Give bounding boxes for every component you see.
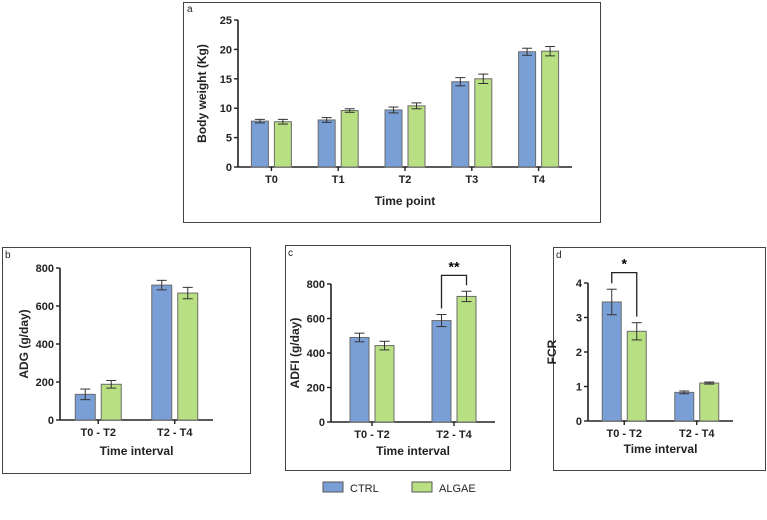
panel-c: c 0 200 400 600 800 T0 - T2 T2 - T4 Time interva… bbox=[285, 245, 511, 471]
bar-ctrl-0 bbox=[349, 336, 370, 423]
y-tick-label: 2 bbox=[576, 347, 582, 359]
x-tick-label: T0 bbox=[265, 174, 278, 186]
y-tick-label: 20 bbox=[220, 44, 232, 56]
bar-ctrl-3 bbox=[451, 81, 470, 168]
bar-algae-2 bbox=[407, 105, 426, 168]
bar-ctrl-1 bbox=[317, 119, 336, 168]
x-tick-label: T1 bbox=[332, 174, 345, 186]
significance-bracket bbox=[440, 274, 468, 309]
y-tick-label: 600 bbox=[36, 301, 54, 313]
y-tick-label: 5 bbox=[226, 133, 232, 145]
y-tick-label: 25 bbox=[220, 15, 232, 27]
bar-algae-0 bbox=[273, 121, 292, 168]
bar-ctrl-4 bbox=[518, 51, 537, 168]
x-tick-label: T0 - T2 bbox=[607, 428, 642, 440]
bar-algae-4 bbox=[541, 50, 560, 168]
y-axis-label: FCR bbox=[545, 339, 559, 364]
bar-algae-0 bbox=[100, 383, 122, 421]
bar-algae-1 bbox=[340, 110, 359, 168]
y-tick-label: 0 bbox=[319, 417, 325, 429]
legend: CTRL ALGAE bbox=[322, 481, 476, 495]
panel-label: d bbox=[556, 250, 562, 261]
legend-swatch-algae bbox=[411, 481, 433, 493]
panel-a: a 0 5 10 15 20 25 T0 T1 T2 T3 T4 Time point Body weig… bbox=[183, 2, 601, 223]
x-tick-label: T3 bbox=[465, 174, 478, 186]
x-tick-label: T2 - T4 bbox=[157, 427, 193, 439]
panel-b: b 0 200 400 600 800 T0 - T2 T2 - T4 Time interva… bbox=[2, 247, 251, 474]
y-tick-label: 1 bbox=[576, 382, 582, 394]
x-axis-label: Time interval bbox=[376, 444, 450, 458]
y-tick-label: 3 bbox=[576, 313, 582, 325]
bar-ctrl-0 bbox=[601, 301, 622, 422]
panel-frame bbox=[2, 247, 251, 474]
panel-label: b bbox=[5, 250, 11, 261]
y-tick-label: 0 bbox=[226, 162, 232, 174]
x-axis-label: Time point bbox=[375, 194, 435, 208]
bar-algae-3 bbox=[474, 78, 493, 168]
y-tick-label: 600 bbox=[307, 314, 325, 326]
y-axis-label: ADFI (g/day) bbox=[288, 318, 302, 389]
bar-algae-0 bbox=[626, 330, 647, 422]
y-tick-label: 4 bbox=[576, 278, 583, 290]
bar-ctrl-2 bbox=[384, 109, 403, 168]
y-tick-label: 10 bbox=[220, 103, 232, 115]
panel-label: a bbox=[187, 4, 193, 15]
bar-algae-1 bbox=[456, 295, 477, 423]
x-tick-label: T0 - T2 bbox=[81, 427, 116, 439]
y-tick-label: 400 bbox=[307, 348, 325, 360]
panel-frame bbox=[553, 247, 766, 471]
bar-ctrl-1 bbox=[151, 284, 173, 421]
legend-swatch-ctrl bbox=[322, 481, 344, 493]
y-tick-label: 200 bbox=[36, 377, 54, 389]
legend-label-algae: ALGAE bbox=[439, 483, 476, 495]
panel-d: d 0 1 2 3 4 T0 - T2 T2 - T4 Time interval FCR * bbox=[545, 247, 766, 471]
y-tick-label: 400 bbox=[36, 339, 54, 351]
x-tick-label: T2 bbox=[399, 174, 412, 186]
bar-ctrl-0 bbox=[250, 120, 269, 168]
panel-label: c bbox=[288, 248, 293, 259]
y-axis-label: ADG (g/day) bbox=[17, 309, 31, 378]
x-axis-label: Time interval bbox=[624, 442, 698, 456]
x-tick-label: T0 - T2 bbox=[354, 429, 389, 441]
y-tick-label: 0 bbox=[576, 416, 582, 428]
x-tick-label: T2 - T4 bbox=[436, 429, 472, 441]
significance-label: * bbox=[622, 256, 628, 272]
bar-algae-1 bbox=[177, 292, 199, 421]
x-axis-label: Time interval bbox=[100, 444, 174, 458]
significance-label: ** bbox=[449, 258, 460, 274]
legend-label-ctrl: CTRL bbox=[350, 483, 379, 495]
y-tick-label: 800 bbox=[307, 279, 325, 291]
bar-ctrl-1 bbox=[431, 320, 452, 423]
x-tick-label: T2 - T4 bbox=[679, 428, 715, 440]
y-axis-label: Body weight (Kg) bbox=[195, 44, 209, 143]
y-tick-label: 200 bbox=[307, 383, 325, 395]
x-tick-label: T4 bbox=[532, 174, 546, 186]
y-tick-label: 800 bbox=[36, 263, 54, 275]
bar-ctrl-1 bbox=[674, 391, 695, 422]
y-tick-label: 0 bbox=[48, 415, 54, 427]
significance-bracket bbox=[611, 272, 638, 317]
bar-algae-0 bbox=[374, 345, 395, 423]
bar-algae-1 bbox=[699, 382, 720, 422]
y-tick-label: 15 bbox=[220, 74, 232, 86]
